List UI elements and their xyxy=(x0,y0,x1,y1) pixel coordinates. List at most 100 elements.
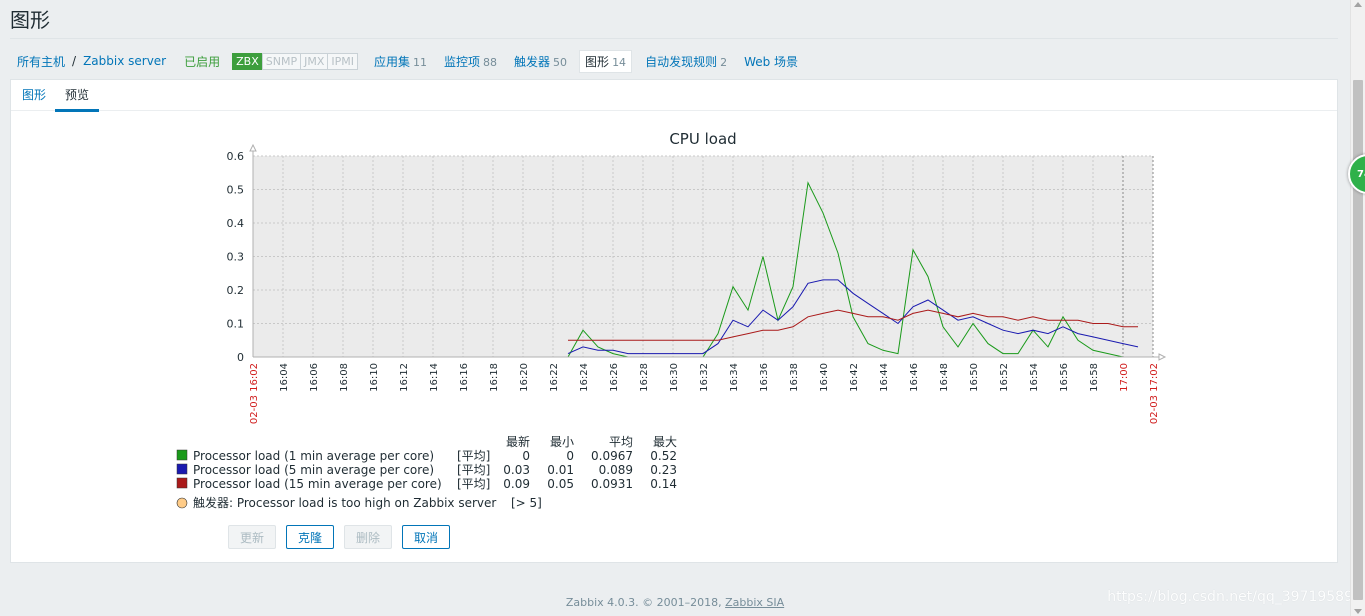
x-tick-label: 16:08 xyxy=(339,363,350,392)
clone-button[interactable]: 克隆 xyxy=(286,525,334,549)
graph-form-panel: 图形 预览 CPU load 0 0.1 0.2 0.3 0.4 0.5 0.6 02-03 … xyxy=(10,79,1338,563)
host-status-enabled[interactable]: 已启用 xyxy=(184,54,221,69)
x-tick-label: 16:36 xyxy=(759,363,770,392)
page-scrollbar[interactable] xyxy=(1350,0,1365,616)
y-tick-label: 0.6 xyxy=(227,150,245,163)
x-start-label: 02-03 16:02 xyxy=(249,363,260,424)
x-tick-label: 16:26 xyxy=(609,363,620,392)
legend-value: 0 xyxy=(522,449,530,463)
legend-header: 最小 xyxy=(550,435,574,449)
legend-series-name: Processor load (1 min average per core) xyxy=(193,449,434,463)
legend-function: [平均] xyxy=(457,463,490,477)
legend-value: 0.0967 xyxy=(591,449,633,463)
x-tick-label: 16:34 xyxy=(729,363,740,392)
x-end-label: 02-03 17:02 xyxy=(1149,363,1160,424)
breadcrumb-host[interactable]: Zabbix server xyxy=(83,54,167,68)
legend-trigger-label: 触发器: Processor load is too high on Zabbi… xyxy=(193,495,496,510)
y-tick-label: 0 xyxy=(237,351,244,364)
legend-value: 0.14 xyxy=(650,477,677,491)
x-tick-label: 16:16 xyxy=(459,363,470,392)
legend-trigger-condition: [> 5] xyxy=(511,496,542,510)
x-tick-label: 16:32 xyxy=(699,363,710,392)
legend-value: 0 xyxy=(566,449,574,463)
form-tabs: 图形 预览 xyxy=(11,80,1337,112)
legend-value: 0.05 xyxy=(547,477,574,491)
x-tick-label: 16:52 xyxy=(999,363,1010,392)
x-tick-label: 16:20 xyxy=(519,363,530,392)
nav-discovery-rules[interactable]: 自动发现规则 2 xyxy=(645,54,728,69)
x-tick-label: 16:24 xyxy=(579,363,590,392)
x-tick-label: 16:44 xyxy=(879,363,890,392)
footer-vendor-link[interactable]: Zabbix SIA xyxy=(725,596,785,609)
y-tick-label: 0.1 xyxy=(227,318,245,331)
cancel-button[interactable]: 取消 xyxy=(402,525,450,549)
host-navigation: 所有主机 / Zabbix server 已启用 ZBX SNMP JMX IP… xyxy=(17,49,799,73)
breadcrumb-all-hosts[interactable]: 所有主机 xyxy=(17,54,66,69)
legend-series-name: Processor load (15 min average per core) xyxy=(193,477,442,491)
x-tick-label: 16:42 xyxy=(849,363,860,392)
nav-web-scenarios[interactable]: Web 场景 xyxy=(744,54,799,69)
legend-value: 0.089 xyxy=(599,463,633,477)
title-divider xyxy=(10,38,1338,39)
x-tick-label: 16:58 xyxy=(1089,363,1100,392)
y-axis-arrow-icon xyxy=(249,143,257,152)
tab-preview[interactable]: 预览 xyxy=(55,86,100,112)
availability-badges: ZBX SNMP JMX IPMI xyxy=(232,52,358,70)
ipmi-badge: IPMI xyxy=(327,52,358,70)
footer: Zabbix 4.0.3. © 2001–2018, Zabbix SIA xyxy=(0,596,1350,609)
legend-swatch xyxy=(176,449,188,461)
trigger-indicator-icon xyxy=(176,497,188,509)
x-tick-label: 17:00 xyxy=(1119,363,1130,392)
nav-graphs-active[interactable]: 图形 14 xyxy=(579,49,633,73)
legend-value: 0.09 xyxy=(503,477,530,491)
legend-header: 平均 xyxy=(609,435,633,449)
update-button[interactable]: 更新 xyxy=(228,525,276,549)
x-tick-label: 16:12 xyxy=(399,363,410,392)
y-tick-label: 0.2 xyxy=(227,284,245,297)
x-tick-label: 16:18 xyxy=(489,363,500,392)
delete-button[interactable]: 删除 xyxy=(344,525,392,549)
scroll-thumb[interactable] xyxy=(1353,80,1363,600)
y-tick-label: 0.3 xyxy=(227,251,245,264)
x-tick-label: 16:54 xyxy=(1029,363,1040,392)
legend-function: [平均] xyxy=(457,477,490,491)
x-tick-label: 16:56 xyxy=(1059,363,1070,392)
legend-value: 0.52 xyxy=(650,449,677,463)
chart-title: CPU load xyxy=(669,130,736,148)
scroll-up-arrow-icon[interactable] xyxy=(1354,2,1362,7)
legend-swatch xyxy=(176,463,188,475)
cpu-load-graph: CPU load 0 0.1 0.2 0.3 0.4 0.5 0.6 02-03 16:02 1… xyxy=(176,130,1167,510)
legend-function: [平均] xyxy=(457,449,490,463)
legend-header: 最新 xyxy=(506,434,530,449)
legend-header: 最大 xyxy=(653,435,677,449)
nav-triggers[interactable]: 触发器 50 xyxy=(514,54,568,69)
nav-items[interactable]: 监控项 88 xyxy=(444,54,498,69)
legend-value: 0.01 xyxy=(547,463,574,477)
x-tick-label: 16:04 xyxy=(279,363,290,392)
legend-series-name: Processor load (5 min average per core) xyxy=(193,463,434,477)
x-tick-label: 16:40 xyxy=(819,363,830,392)
page-title: 图形 xyxy=(10,8,50,32)
legend-value: 0.23 xyxy=(650,463,677,477)
legend-swatch xyxy=(176,477,188,489)
x-tick-label: 16:30 xyxy=(669,363,680,392)
x-tick-label: 16:38 xyxy=(789,363,800,392)
y-tick-label: 0.5 xyxy=(227,184,245,197)
series-line-3 xyxy=(568,309,1138,341)
x-tick-label: 16:22 xyxy=(549,363,560,392)
breadcrumb-separator: / xyxy=(72,54,77,68)
x-tick-label: 16:14 xyxy=(429,363,440,392)
x-tick-label: 16:50 xyxy=(969,363,980,392)
legend-value: 0.0931 xyxy=(591,477,633,491)
x-tick-label: 16:28 xyxy=(639,363,650,392)
y-tick-label: 0.4 xyxy=(227,217,245,230)
nav-applications[interactable]: 应用集 11 xyxy=(374,54,428,69)
series-line-2 xyxy=(567,279,1139,355)
snmp-badge: SNMP xyxy=(261,52,302,70)
x-axis-arrow-icon xyxy=(1158,353,1167,361)
jmx-badge: JMX xyxy=(300,52,329,70)
scroll-down-arrow-icon[interactable] xyxy=(1354,609,1362,614)
watermark: https://blog.csdn.net/qq_39719589 xyxy=(1107,589,1353,605)
legend-value: 0.03 xyxy=(503,463,530,477)
tab-graph[interactable]: 图形 xyxy=(22,88,47,102)
